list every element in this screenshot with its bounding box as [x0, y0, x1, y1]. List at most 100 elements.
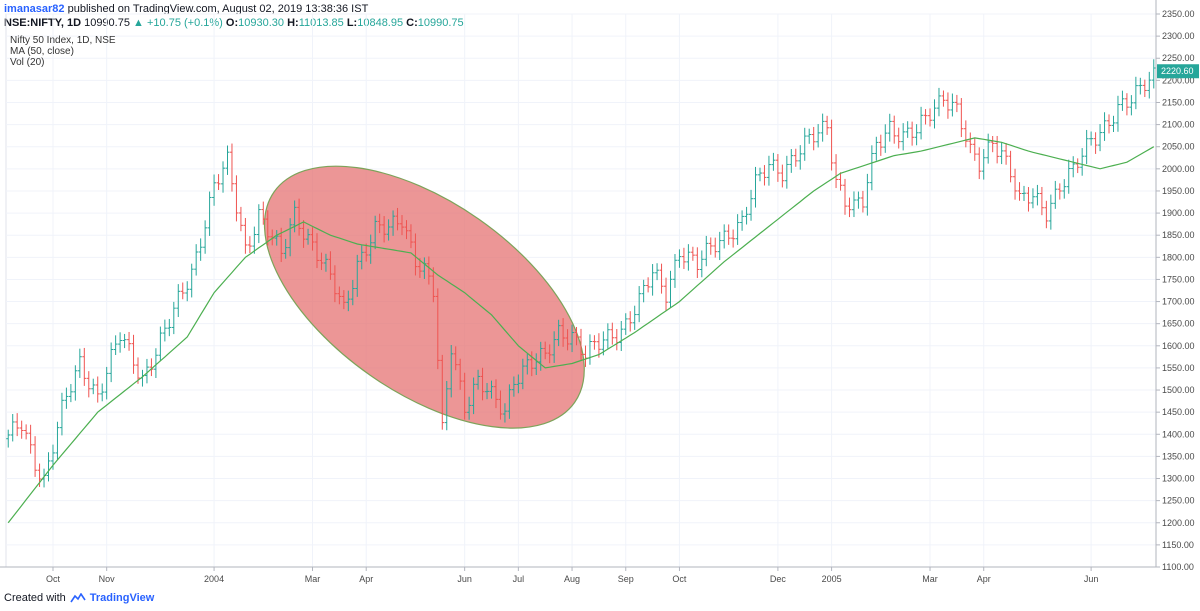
ohlc-bar — [771, 152, 776, 171]
ohlc-bar — [668, 270, 673, 308]
ohlc-bar — [1084, 129, 1089, 165]
low-value: 10848.95 — [357, 17, 404, 29]
ohlc-bar — [681, 247, 686, 270]
ohlc-bar — [932, 99, 937, 129]
ohlc-bar — [301, 220, 306, 248]
ohlc-bar — [547, 344, 552, 364]
ohlc-bar — [19, 420, 24, 439]
ohlc-bar — [449, 345, 454, 398]
publish-date: published on TradingView.com, August 02,… — [67, 3, 369, 15]
ohlc-bar — [1111, 115, 1116, 133]
ohlc-bar — [851, 191, 856, 218]
ohlc-bar — [1066, 159, 1071, 194]
ohlc-bar — [453, 346, 458, 371]
ohlc-bar — [628, 311, 633, 332]
ohlc-bar — [493, 379, 498, 409]
x-tick-label: Sep — [618, 574, 634, 584]
close-label: C: — [406, 17, 418, 29]
high-label: H: — [287, 17, 299, 29]
ohlc-bar — [784, 155, 789, 189]
x-tick-label: Oct — [46, 574, 61, 584]
ohlc-bar — [212, 174, 217, 206]
y-tick-label: 1500.00 — [1162, 385, 1195, 395]
ohlc-bar — [1044, 200, 1049, 229]
ohlc-bar — [104, 366, 109, 400]
ohlc-bar — [283, 238, 288, 259]
ohlc-bar — [901, 123, 906, 151]
ohlc-bar — [144, 358, 149, 384]
ohlc-bar — [162, 319, 167, 342]
ohlc-bar — [176, 284, 181, 318]
ohlc-bar — [999, 142, 1004, 165]
x-tick-label: 2004 — [204, 574, 224, 584]
ohlc-bar — [323, 253, 328, 272]
ma-50-line — [7, 137, 1155, 524]
ohlc-bar — [1013, 168, 1018, 200]
x-tick-label: Apr — [359, 574, 373, 584]
x-tick-label: Oct — [672, 574, 687, 584]
ohlc-bar — [749, 189, 754, 221]
ohlc-bar — [1071, 156, 1076, 178]
ohlc-bar — [118, 332, 123, 353]
tradingview-brand[interactable]: TradingView — [89, 592, 155, 604]
created-with-label: Created with — [4, 592, 66, 604]
ohlc-bar — [109, 342, 114, 383]
ohlc-bar — [766, 155, 771, 186]
ohlc-bar — [91, 378, 96, 395]
ohlc-bar — [860, 190, 865, 213]
ohlc-bar — [959, 98, 964, 138]
ohlc-bar — [306, 228, 311, 245]
ohlc-bar — [802, 127, 807, 161]
ohlc-bar — [878, 134, 883, 156]
y-tick-label: 1400.00 — [1162, 429, 1195, 439]
ohlc-bar — [1115, 95, 1120, 132]
x-tick-label: Apr — [977, 574, 991, 584]
ohlc-bar — [713, 237, 718, 258]
ohlc-bar — [507, 384, 512, 419]
ohlc-bar — [127, 331, 132, 351]
ohlc-bar — [968, 132, 973, 154]
ohlc-bar — [699, 250, 704, 278]
ohlc-bar — [82, 347, 87, 386]
ohlc-bar — [690, 246, 695, 261]
y-tick-label: 1100.00 — [1162, 562, 1194, 572]
ohlc-bar — [408, 224, 413, 249]
ohlc-bar — [807, 128, 812, 144]
ohlc-bar — [64, 387, 69, 409]
ohlc-bar — [570, 324, 575, 353]
ohlc-bar — [704, 235, 709, 267]
ohlc-bar — [171, 301, 176, 335]
low-label: L: — [346, 17, 358, 29]
publish-info: imanasar82 published on TradingView.com,… — [4, 2, 368, 16]
ohlc-bar — [485, 382, 490, 400]
ohlc-bar — [762, 165, 767, 186]
y-tick-label: 1650.00 — [1162, 319, 1195, 329]
ohlc-bar — [655, 263, 660, 281]
author-link[interactable]: imanasar82 — [4, 3, 65, 15]
ohlc-bar — [216, 174, 221, 190]
ohlc-bar — [856, 191, 861, 209]
ohlc-bar — [972, 137, 977, 161]
y-tick-label: 1350.00 — [1162, 451, 1195, 461]
ohlc-bar — [923, 109, 928, 125]
legend-entry: Vol (20) — [10, 57, 44, 68]
ohlc-bar — [672, 254, 677, 288]
y-tick-label: 2350.00 — [1162, 9, 1195, 19]
ohlc-bar — [753, 166, 758, 208]
y-tick-label: 2300.00 — [1162, 31, 1195, 41]
ohlc-bar — [1021, 185, 1026, 202]
ohlc-bar — [24, 424, 29, 440]
last-price-tag — [1157, 64, 1199, 79]
ohlc-bar — [579, 328, 583, 361]
ohlc-bar — [825, 115, 830, 135]
ohlc-bar — [337, 286, 342, 305]
ohlc-bar — [610, 322, 615, 345]
ohlc-bar — [977, 147, 982, 180]
tradingview-logo-icon — [70, 593, 86, 603]
ohlc-bar — [525, 353, 530, 375]
y-tick-label: 1700.00 — [1162, 297, 1195, 307]
ohlc-bar — [1008, 150, 1013, 183]
ohlc-bar — [829, 119, 834, 171]
ohlc-bar — [417, 258, 422, 278]
